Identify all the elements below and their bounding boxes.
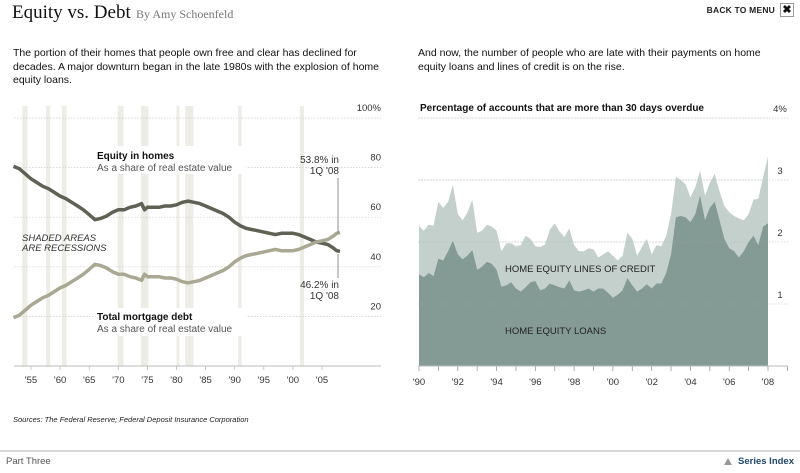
right-x-tick-label: '98 (568, 377, 580, 388)
left-x-tick-label: '65 (83, 375, 95, 386)
equity-series-subtitle: As a share of real estate value (97, 163, 233, 174)
right-y-tick-label: 2 (777, 228, 782, 239)
right-y-tick-label: 3 (777, 166, 782, 177)
equity-label-bg (96, 146, 246, 174)
right-x-tick-label: '90 (413, 377, 425, 388)
triangle-up-icon (724, 458, 733, 465)
left-x-tick-labels: '55 '60 '65 '70 '75 '80 '85 '90 '95 '00 '05 (25, 366, 328, 386)
recession-band (46, 106, 51, 366)
series-index-label: Series Index (738, 456, 794, 467)
part-label: Part Three (6, 456, 51, 467)
recession-band (22, 106, 28, 366)
right-y-tick-label: 4% (773, 104, 787, 115)
equity-series-label: Equity in homes (97, 151, 175, 162)
left-x-tick-label: '05 (316, 375, 328, 386)
back-to-menu-button[interactable]: BACK TO MENU ✖ (707, 3, 794, 17)
annotation-debt-line2: 1Q '08 (310, 166, 340, 177)
left-x-tick-label: '70 (112, 375, 124, 386)
lines-of-credit-label: HOME EQUITY LINES OF CREDIT (505, 264, 655, 275)
debt-series-subtitle: As a share of real estate value (97, 324, 233, 335)
left-x-tick-label: '85 (199, 375, 211, 386)
debt-label-bg (96, 308, 246, 336)
home-equity-loans-label: HOME EQUITY LOANS (505, 326, 606, 337)
left-x-tick-label: '60 (54, 375, 66, 386)
sources-note: Sources: The Federal Reserve; Federal De… (13, 415, 249, 424)
delinquency-chart: 4% 3 2 1 '90 '92 '94 '96 '98 '00 '02 '04 '06 '08 Per… (413, 103, 788, 388)
recession-note-line1: SHADED AREAS (22, 233, 97, 244)
right-x-tick-label: '94 (490, 377, 502, 388)
footer-divider (0, 450, 800, 452)
right-x-tick-label: '04 (684, 377, 696, 388)
left-y-tick-label: 20 (370, 301, 381, 312)
left-x-tick-label: '55 (25, 375, 37, 386)
recession-note-line2: ARE RECESSIONS (21, 243, 107, 254)
right-x-tick-labels: '90 '92 '94 '96 '98 '00 '02 '04 '06 '08 (413, 366, 788, 388)
recession-band (185, 106, 194, 366)
recession-band (176, 106, 180, 366)
debt-line (12, 230, 341, 320)
right-x-tick-label: '02 (645, 377, 657, 388)
left-x-tick-label: '00 (287, 375, 299, 386)
right-x-tick-label: '00 (607, 377, 619, 388)
recession-band (61, 106, 67, 366)
right-intro-text: And now, the number of people who are la… (418, 47, 761, 73)
right-x-tick-label: '96 (529, 377, 541, 388)
right-x-tick-label: '08 (762, 377, 774, 388)
recession-band (140, 106, 149, 366)
back-to-menu-label: BACK TO MENU (706, 5, 775, 15)
left-x-tick-label: '75 (141, 375, 153, 386)
close-x-icon[interactable]: ✖ (780, 3, 794, 17)
debt-series-label: Total mortgage debt (97, 312, 193, 323)
left-x-tick-label: '80 (170, 375, 182, 386)
recession-band (238, 106, 242, 366)
left-y-tick-labels: 100% 80 60 40 20 (357, 103, 382, 312)
recession-band (117, 106, 124, 366)
page-title: Equity vs. Debt (12, 2, 131, 23)
right-x-tick-label: '06 (723, 377, 735, 388)
home-equity-loans-area (419, 195, 768, 366)
left-x-tick-label: '95 (258, 375, 270, 386)
left-intro-text: The portion of their homes that people o… (13, 47, 379, 86)
right-x-tick-label: '92 (452, 377, 464, 388)
left-x-tick-label: '90 (229, 375, 241, 386)
annotation-debt-line1: 53.8% in (300, 155, 339, 166)
series-index-link[interactable]: Series Index (724, 456, 794, 467)
left-y-tick-label: 100% (357, 103, 382, 114)
right-chart-title: Percentage of accounts that are more tha… (420, 103, 704, 114)
right-y-tick-labels: 4% 3 2 1 (419, 104, 787, 305)
left-y-tick-label: 60 (370, 202, 381, 213)
equity-debt-chart: 100% 80 60 40 20 '55 '60 '65 '70 '75 '80 '85 '90 '95… (12, 103, 382, 386)
annotation-equity-line1: 46.2% in (300, 280, 339, 291)
annotation-equity-line2: 1Q '08 (310, 291, 340, 302)
equity-line (12, 164, 341, 254)
byline: By Amy Schoenfeld (136, 7, 234, 21)
left-y-tick-label: 40 (370, 252, 381, 263)
right-y-tick-label: 1 (777, 290, 782, 301)
left-y-tick-label: 80 (370, 153, 381, 164)
